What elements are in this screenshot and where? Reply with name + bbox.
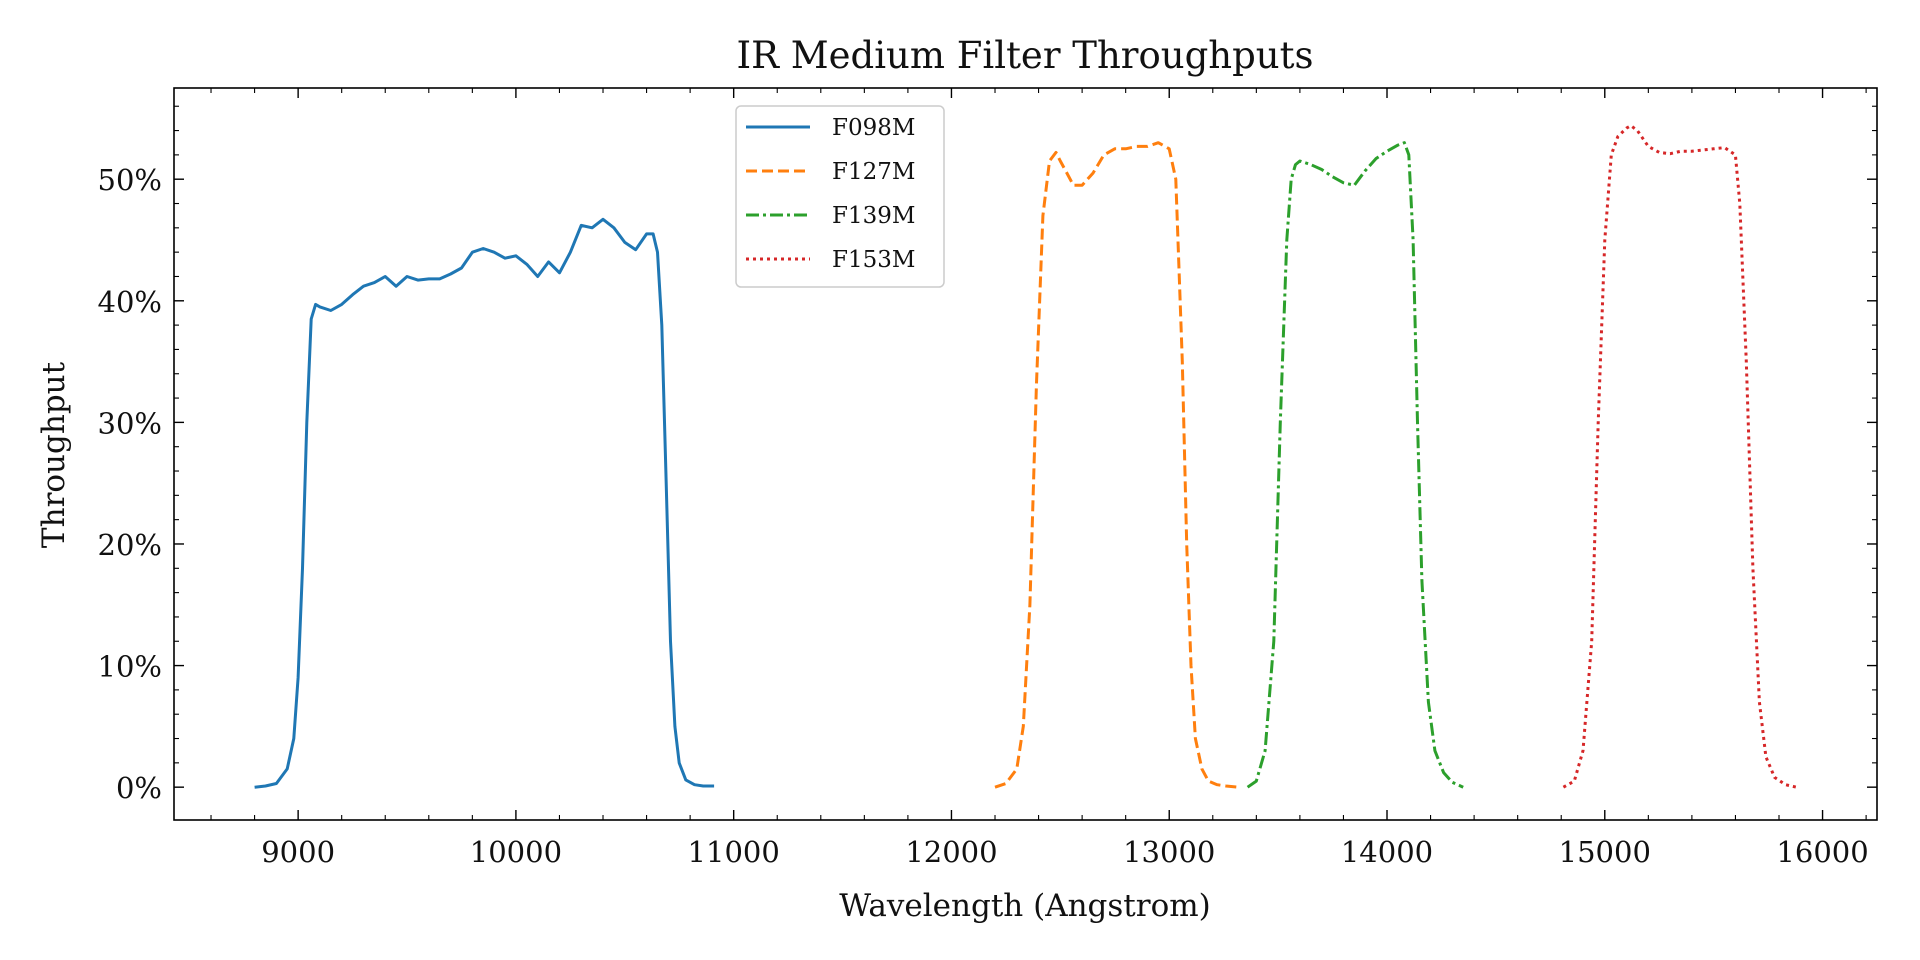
- series-line-f127m: [994, 141, 1240, 789]
- legend-label-f153m: F153M: [832, 247, 915, 273]
- x-axis-label: Wavelength (Angstrom): [839, 888, 1211, 924]
- y-tick-label: 40%: [98, 285, 162, 319]
- plot-area: 9000 10000 11000 12000 13000 14000 15000 16000 0…: [98, 87, 1878, 869]
- plot-frame: [173, 87, 1878, 821]
- y-tick-label: 50%: [98, 163, 162, 197]
- series-line-f098m: [254, 217, 715, 789]
- x-tick-label: 16000: [1776, 835, 1868, 869]
- series-line-f139m: [1246, 141, 1464, 789]
- x-tick-label: 11000: [688, 835, 780, 869]
- y-axis-label: Throughput: [36, 361, 72, 548]
- x-tick-label: 15000: [1559, 835, 1651, 869]
- y-tick-label: 0%: [116, 771, 162, 805]
- legend-label-f127m: F127M: [832, 159, 915, 185]
- tick-layer: 9000 10000 11000 12000 13000 14000 15000 16000 0…: [98, 88, 1877, 869]
- legend: F098M F127M F139M F153M: [735, 105, 945, 288]
- legend-label-f139m: F139M: [832, 203, 915, 229]
- x-tick-label: 12000: [905, 835, 997, 869]
- x-tick-label: 10000: [470, 835, 562, 869]
- legend-label-f098m: F098M: [832, 115, 915, 141]
- legend-box: [735, 105, 945, 288]
- y-tick-label: 30%: [98, 406, 162, 440]
- x-tick-label: 13000: [1123, 835, 1215, 869]
- legend-items: F098M F127M F139M F153M: [746, 115, 915, 273]
- x-tick-label: 14000: [1341, 835, 1433, 869]
- y-tick-label: 20%: [98, 528, 162, 562]
- chart-title: IR Medium Filter Throughputs: [737, 34, 1314, 77]
- series-layer: [254, 124, 1797, 789]
- x-tick-label: 9000: [261, 835, 335, 869]
- y-tick-label: 10%: [98, 650, 162, 684]
- series-line-f153m: [1562, 124, 1797, 789]
